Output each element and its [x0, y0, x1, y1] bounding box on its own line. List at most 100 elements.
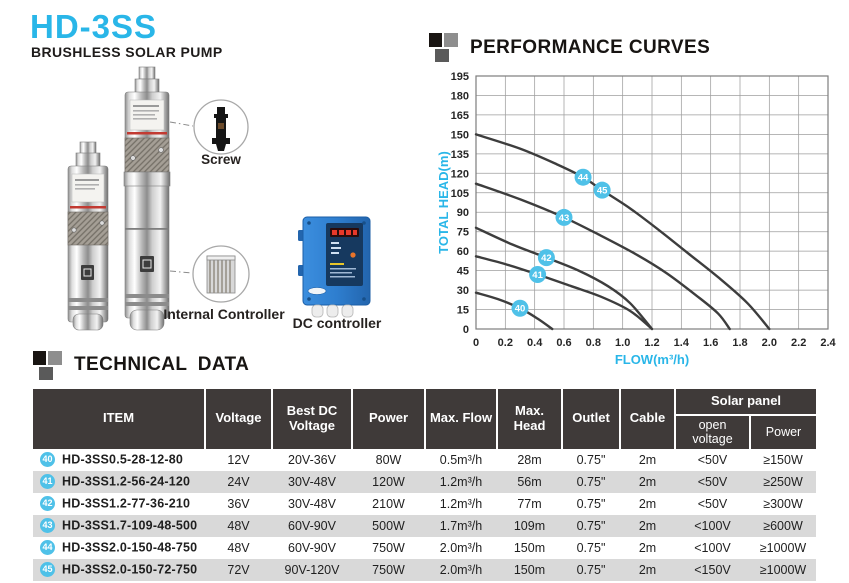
col-header-max-flow: Max. Flow — [425, 389, 498, 449]
internal-controller-icon — [206, 255, 236, 294]
cell-open-voltage: <100V — [694, 518, 731, 533]
cell-item: 43 HD-3SS1.7-109-48-500 — [33, 515, 205, 537]
dc-controller-illustration — [298, 216, 371, 318]
cell-panel-power: ≥1000W — [759, 562, 807, 577]
y-tick-label: 150 — [451, 129, 469, 141]
x-tick-label: 2.2 — [791, 337, 806, 349]
table-row: 44 HD-3SS2.0-150-48-750 48V 60V-90V 750W 2.0m… — [33, 537, 816, 559]
cell-outlet: 0.75" — [576, 518, 606, 533]
table-row: 45 HD-3SS2.0-150-72-750 72V 90V-120V 750W 2.0… — [33, 558, 817, 581]
cell-outlet: 0.75" — [576, 540, 606, 555]
curve-44/45 — [474, 133, 771, 331]
y-tick-label: 75 — [457, 227, 469, 239]
col-header-open-voltage: open voltage — [675, 415, 751, 449]
row-number-badge: 42 — [40, 496, 55, 512]
cell-panel-power: ≥1000W — [759, 540, 807, 555]
y-tick-label: 0 — [463, 324, 469, 336]
internal-controller-label: Internal Controller — [163, 306, 285, 322]
y-tick-label: 45 — [457, 266, 469, 278]
col-header-panel-power: Power — [750, 415, 817, 449]
x-tick-label: 0.2 — [498, 337, 513, 349]
screw-icon — [212, 107, 230, 151]
cell-item: 44 HD-3SS2.0-150-48-750 — [33, 537, 205, 559]
row-number-badge: 41 — [40, 474, 55, 490]
cell-outlet: 0.75" — [576, 496, 606, 511]
x-tick-label: 2.4 — [820, 337, 836, 349]
cell-best-dc: 20V-36V — [288, 452, 336, 467]
item-name: HD-3SS1.2-77-36-210 — [62, 496, 191, 511]
curve-marker-label: 41 — [532, 270, 543, 281]
cell-item: 40 HD-3SS0.5-28-12-80 — [33, 449, 205, 471]
cell-max-flow: 2.0m³/h — [439, 540, 483, 555]
cell-cable: 2m — [638, 452, 657, 467]
y-tick-label: 90 — [457, 207, 469, 219]
item-name: HD-3SS1.2-56-24-120 — [62, 474, 191, 489]
curve-marker-label: 45 — [597, 186, 608, 197]
curve-41 — [474, 255, 654, 331]
curve-marker-label: 40 — [515, 304, 526, 315]
cell-max-flow: 1.2m³/h — [439, 496, 483, 511]
row-number-badge: 44 — [40, 540, 55, 556]
cell-best-dc: 30V-48V — [288, 496, 336, 511]
cell-item: 41 HD-3SS1.2-56-24-120 — [33, 471, 205, 493]
col-header-voltage: Voltage — [205, 389, 273, 449]
col-header-item: ITEM — [33, 389, 206, 449]
x-axis-label: FLOW(m³/h) — [615, 352, 689, 367]
col-header-cable: Cable — [620, 389, 676, 449]
performance-curves-title: PERFORMANCE CURVES — [470, 37, 711, 58]
curve-marker — [537, 249, 555, 267]
curve-42 — [474, 226, 654, 331]
cell-outlet: 0.75" — [576, 452, 606, 467]
technical-data-title: TECHNICAL DATA — [74, 354, 250, 375]
cell-max-head: 150m — [513, 562, 546, 577]
col-header-max-head: Max. Head — [497, 389, 563, 449]
cell-outlet: 0.75" — [576, 562, 606, 577]
y-tick-label: 30 — [457, 285, 469, 297]
curve-marker-label: 42 — [541, 253, 552, 264]
row-number-badge: 43 — [40, 518, 55, 534]
cell-max-head: 28m — [517, 452, 542, 467]
y-tick-label: 105 — [451, 188, 469, 200]
x-tick-label: 1.6 — [703, 337, 718, 349]
cell-panel-power: ≥600W — [763, 518, 803, 533]
curve-marker — [511, 299, 529, 317]
cell-power: 750W — [372, 562, 405, 577]
table-row: 43 HD-3SS1.7-109-48-500 48V 60V-90V 500W 1.7m… — [33, 514, 817, 537]
cell-open-voltage: <50V — [697, 452, 728, 467]
col-header-solar-panel: Solar panel — [675, 389, 817, 416]
curve-43 — [474, 182, 731, 331]
cell-power: 210W — [372, 496, 405, 511]
cell-voltage: 72V — [227, 562, 250, 577]
cell-max-head: 77m — [517, 496, 542, 511]
y-tick-label: 180 — [451, 90, 469, 102]
cell-max-flow: 1.2m³/h — [439, 474, 483, 489]
x-tick-label: 0.8 — [586, 337, 601, 349]
row-number-badge: 40 — [40, 452, 55, 468]
screw-callout-circle — [193, 99, 249, 155]
x-tick-label: 1.0 — [615, 337, 630, 349]
curve-marker-label: 44 — [578, 173, 589, 184]
cell-max-flow: 0.5m³/h — [439, 452, 483, 467]
cell-best-dc: 30V-48V — [288, 474, 336, 489]
curve-marker — [529, 266, 547, 284]
product-illustration — [67, 66, 371, 331]
cell-voltage: 48V — [227, 518, 250, 533]
x-tick-label: 2.0 — [762, 337, 777, 349]
cell-panel-power: ≥300W — [763, 496, 803, 511]
technical-data-table: ITEM Voltage Best DC Voltage Power Max. … — [33, 389, 817, 581]
col-header-power: Power — [352, 389, 426, 449]
cell-cable: 2m — [638, 496, 657, 511]
row-number-badge: 45 — [40, 562, 55, 578]
cell-best-dc: 60V-90V — [288, 540, 336, 555]
cell-power: 500W — [372, 518, 405, 533]
cell-max-head: 150m — [513, 540, 546, 555]
curve-marker — [555, 208, 573, 226]
screw-label: Screw — [201, 152, 241, 167]
x-tick-label: 0 — [473, 337, 479, 349]
y-axis-label: TOTAL HEAD(m) — [436, 151, 451, 254]
x-tick-label: 1.8 — [732, 337, 747, 349]
curve-marker — [574, 168, 592, 186]
page-title: HD-3SS — [30, 8, 158, 45]
table-row: 40 HD-3SS0.5-28-12-80 12V 20V-36V 80W 0.5m³/h… — [33, 449, 816, 471]
